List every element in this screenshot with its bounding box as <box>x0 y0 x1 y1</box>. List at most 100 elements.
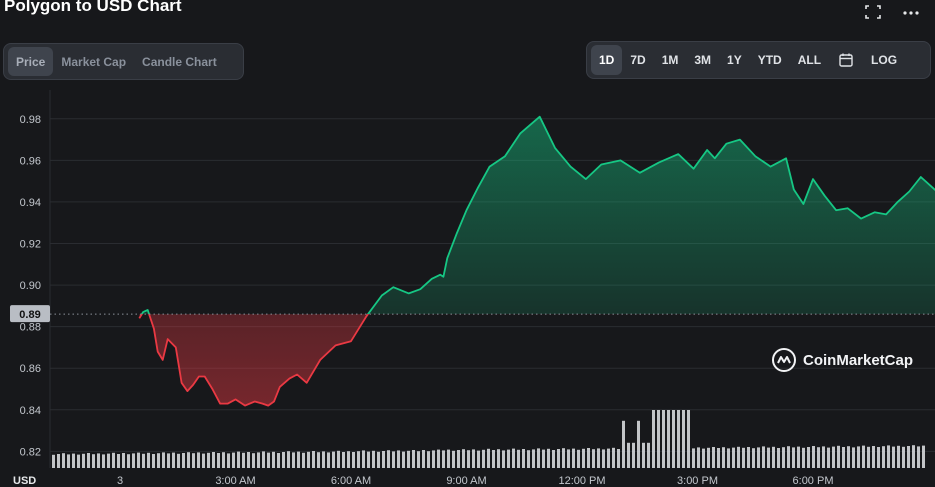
volume-bar <box>897 445 900 468</box>
y-tick-label: 0.82 <box>20 446 41 458</box>
volume-bar <box>552 450 555 468</box>
volume-bar <box>472 449 475 468</box>
volume-bar <box>887 445 890 468</box>
volume-bar <box>497 449 500 468</box>
range-3m[interactable]: 3M <box>694 53 712 67</box>
volume-bar <box>612 447 615 468</box>
volume-bar <box>322 451 325 468</box>
volume-bar <box>262 451 265 468</box>
price-line-down <box>138 314 370 407</box>
volume-bar <box>457 450 460 468</box>
volume-bar <box>602 449 605 468</box>
y-tick-label: 0.90 <box>20 280 41 292</box>
volume-bar <box>307 451 310 468</box>
reference-price-badge <box>10 305 50 323</box>
volume-bar <box>712 447 715 468</box>
volume-bar <box>707 447 710 468</box>
tab-market-cap[interactable]: Market Cap <box>61 54 127 69</box>
volume-bar <box>747 447 750 468</box>
volume-bar <box>907 446 910 468</box>
volume-bar <box>717 448 720 468</box>
volume-bar <box>187 452 190 468</box>
volume-bar <box>252 453 255 468</box>
volume-bar <box>492 450 495 468</box>
volume-bar <box>447 449 450 468</box>
volume-bar <box>202 453 205 468</box>
volume-bar <box>237 451 240 468</box>
volume-bar <box>242 452 245 468</box>
volume-bar <box>212 452 215 468</box>
volume-bar <box>157 453 160 468</box>
volume-bar <box>592 449 595 468</box>
volume-bar <box>632 442 635 468</box>
volume-bar <box>652 410 655 468</box>
calendar-icon[interactable] <box>829 45 863 75</box>
volume-bar <box>782 447 785 468</box>
volume-bar <box>137 452 140 468</box>
volume-bar <box>102 454 105 468</box>
volume-bar <box>417 451 420 468</box>
tab-candle-chart[interactable]: Candle Chart <box>142 54 217 69</box>
volume-bar <box>572 448 575 468</box>
volume-bar <box>292 452 295 468</box>
volume-bar <box>912 445 915 468</box>
volume-bar <box>372 450 375 468</box>
volume-bar <box>87 453 90 468</box>
chart-title: Polygon to USD Chart <box>4 0 182 15</box>
x-tick-label: 3:00 PM <box>677 475 718 487</box>
volume-bar <box>807 447 810 468</box>
volume-bar <box>52 454 55 468</box>
volume-bar <box>882 446 885 468</box>
volume-bar <box>127 454 130 468</box>
volume-bar <box>257 452 260 468</box>
volume-bar <box>892 446 895 468</box>
volume-bar <box>802 447 805 468</box>
volume-bar <box>477 450 480 468</box>
tab-price[interactable]: Price <box>8 47 54 76</box>
volume-bar <box>337 450 340 468</box>
range-all[interactable]: ALL <box>797 53 822 67</box>
range-1m[interactable]: 1M <box>661 53 679 67</box>
volume-bar <box>367 451 370 468</box>
volume-bar <box>877 447 880 468</box>
range-1y[interactable]: 1Y <box>727 53 742 67</box>
volume-bar <box>587 448 590 468</box>
volume-bar <box>827 447 830 468</box>
volume-bar <box>142 453 145 468</box>
volume-bar <box>727 448 730 468</box>
volume-bar <box>627 442 630 468</box>
volume-bar <box>742 447 745 468</box>
volume-bar <box>902 446 905 468</box>
x-tick-label: 9:00 AM <box>446 475 486 487</box>
volume-bar <box>427 451 430 468</box>
volume-bar <box>757 447 760 468</box>
volume-bar <box>192 453 195 468</box>
range-7d[interactable]: 7D <box>630 53 646 67</box>
price-area-down <box>139 314 935 406</box>
volume-bar <box>332 451 335 468</box>
x-tick-label: 6:00 PM <box>793 475 834 487</box>
range-ytd[interactable]: YTD <box>757 53 782 67</box>
volume-bar <box>62 453 65 468</box>
volume-bar <box>532 449 535 468</box>
fullscreen-icon[interactable] <box>862 2 884 22</box>
volume-bar <box>482 449 485 468</box>
volume-bar <box>437 449 440 468</box>
volume-bar <box>582 448 585 468</box>
volume-bar <box>542 449 545 468</box>
volume-bar <box>217 453 220 468</box>
volume-bar <box>512 448 515 468</box>
range-1d[interactable]: 1D <box>591 45 623 75</box>
volume-bar <box>162 452 165 468</box>
volume-bar <box>837 445 840 468</box>
volume-bar <box>642 442 645 468</box>
volume-bar <box>287 451 290 468</box>
volume-bar <box>622 420 625 468</box>
volume-bar <box>687 410 690 468</box>
log-scale-toggle[interactable]: LOG <box>871 53 898 67</box>
volume-bar <box>177 453 180 468</box>
price-area-up <box>141 116 935 315</box>
volume-bar <box>847 446 850 468</box>
more-options-icon[interactable] <box>900 2 922 22</box>
volume-bar <box>392 451 395 468</box>
